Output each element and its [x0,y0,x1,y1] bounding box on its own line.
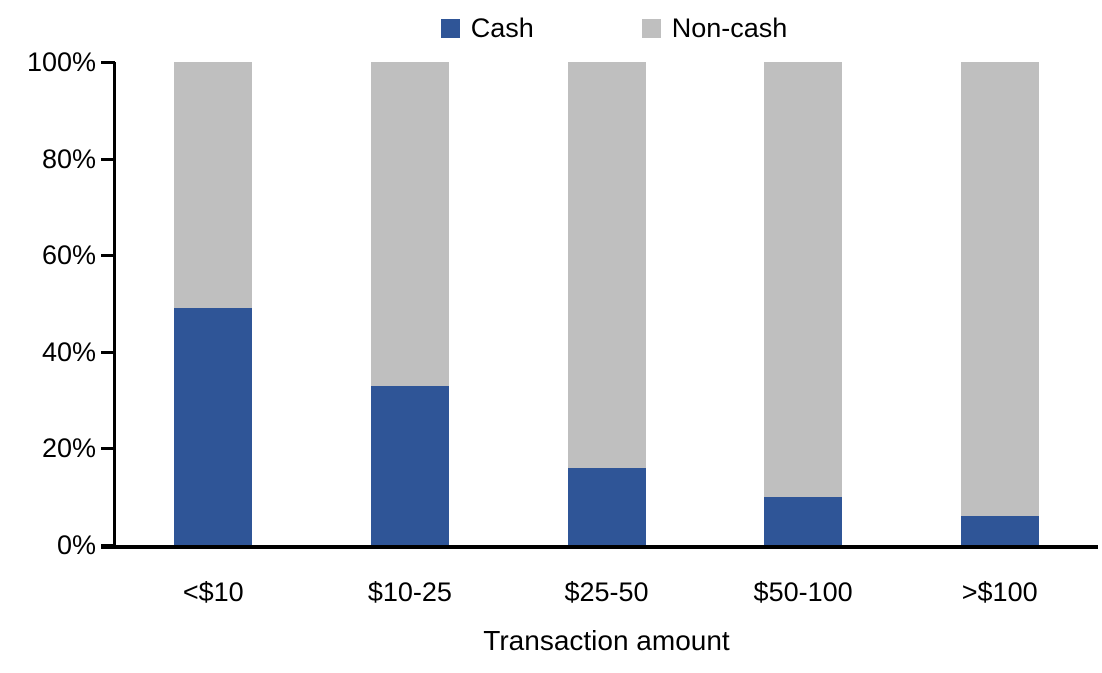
y-tick-mark [101,61,115,64]
x-tick-label: $25-50 [564,577,649,607]
y-tick-mark [101,447,115,451]
bar-segment-non-cash [960,62,1039,517]
y-tick-label: 40% [41,336,96,367]
x-tick-label: <$10 [182,577,244,607]
x-tick-label: >$100 [961,577,1038,607]
legend-item-non-cash: Non-cash [641,13,788,43]
legend: Cash Non-cash [63,14,1102,42]
y-tick-label: 0% [56,530,96,560]
bar-segment-non-cash [567,62,646,468]
legend-label-cash: Cash [470,13,534,43]
y-tick-label: 100% [26,47,96,77]
y-tick-mark [101,350,115,354]
bar-segment-cash [960,516,1039,545]
y-tick-label: 60% [41,240,96,271]
y-axis-line [113,62,116,549]
cash-swatch-icon [440,18,460,38]
bar-stack [370,62,449,545]
bar-segment-non-cash [370,62,449,386]
bar-segment-non-cash [764,62,843,497]
bar-stack [174,62,253,545]
x-axis-title: Transaction amount [483,625,730,656]
bar-segment-non-cash [174,62,253,309]
bar-segment-cash [370,385,449,545]
y-tick-mark [101,254,115,258]
y-tick-mark [101,157,115,161]
bar-segment-cash [174,308,253,545]
non-cash-swatch-icon [641,18,661,38]
y-tick-label: 80% [41,143,96,174]
bar-stack [960,62,1039,545]
y-tick-label: 20% [41,433,96,464]
x-axis-line [101,545,1098,549]
legend-item-cash: Cash [440,13,534,43]
bar-segment-cash [764,496,843,545]
bar-stack [764,62,843,545]
x-tick-label: $10-25 [367,577,452,607]
x-tick-label: $50-100 [753,577,853,607]
legend-label-non-cash: Non-cash [671,13,788,43]
bar-stack [567,62,646,545]
bar-segment-cash [567,467,646,545]
